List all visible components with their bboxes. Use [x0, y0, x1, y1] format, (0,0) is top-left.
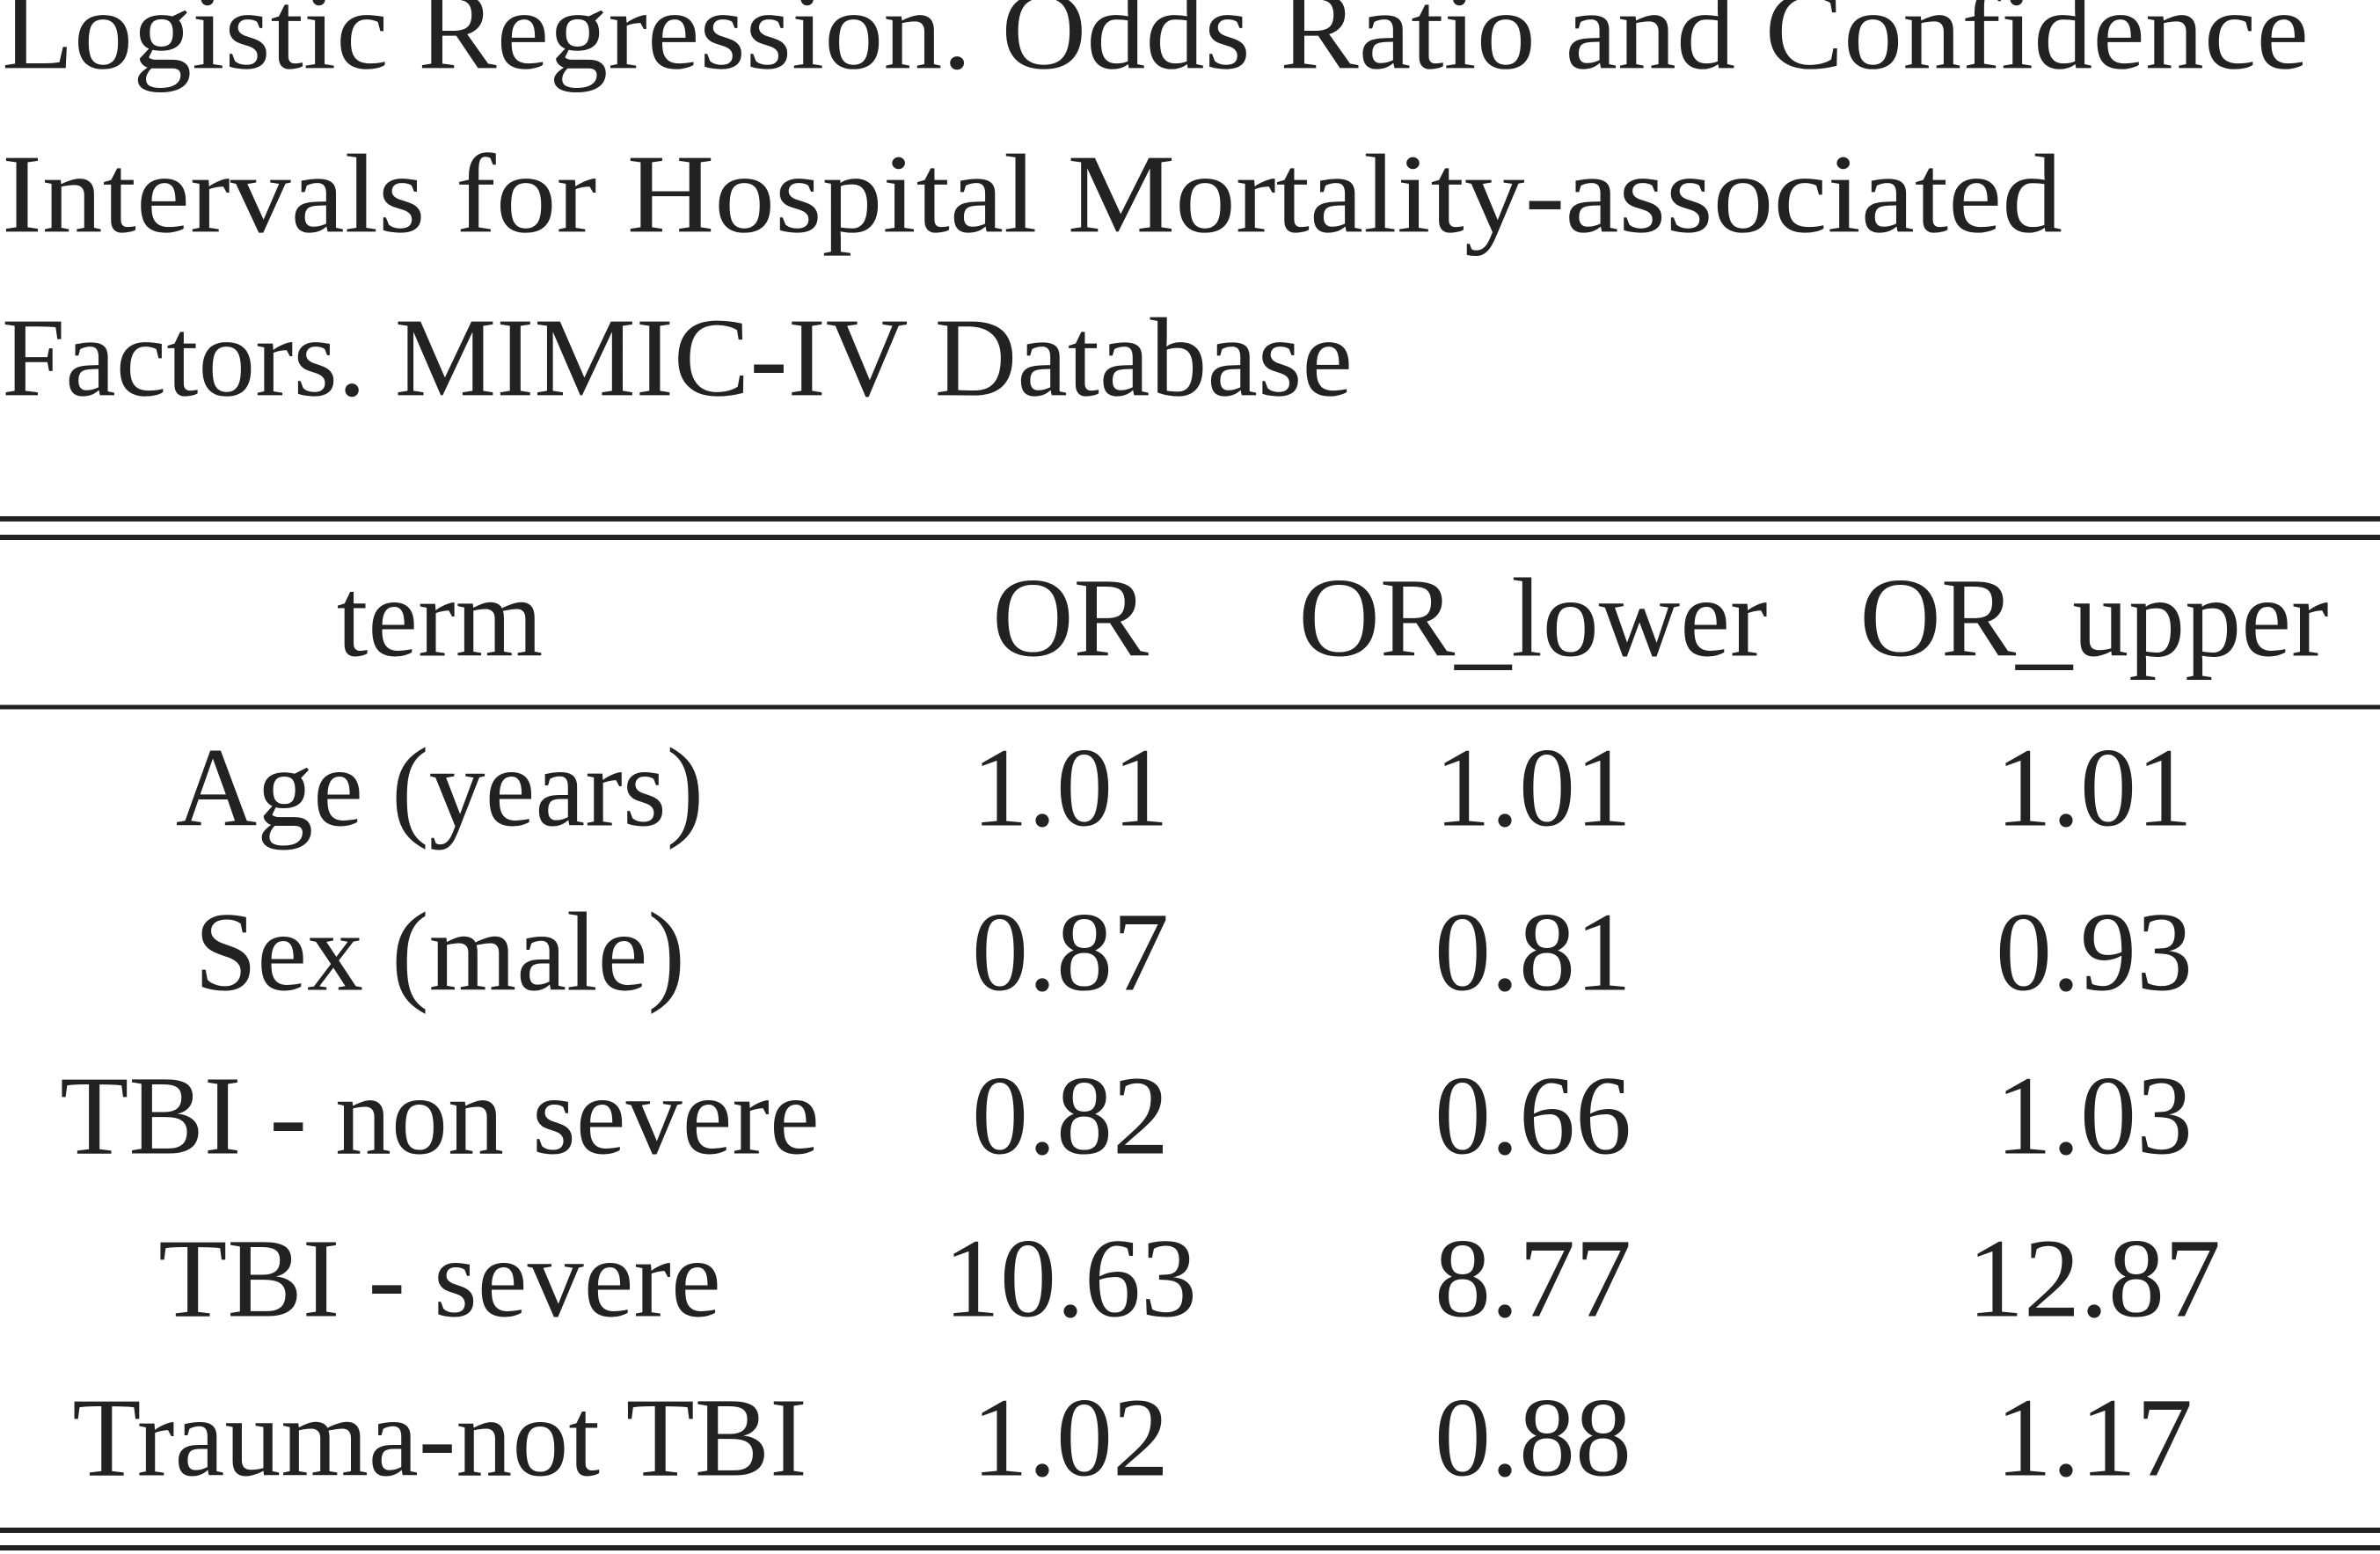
row-label: TBI - non severe [60, 1053, 820, 1178]
row-label: Age (years) [176, 725, 705, 850]
cell: 1.03 [1996, 1053, 2193, 1178]
cell: 1.01 [1996, 725, 2193, 850]
column-header: OR [992, 555, 1149, 680]
cell: 0.81 [1435, 889, 1632, 1014]
row-label: TBI - severe [158, 1215, 721, 1340]
row-label: Trauma-not TBI [72, 1375, 807, 1499]
cell: 0.66 [1435, 1053, 1632, 1178]
cell: 0.93 [1996, 889, 2193, 1014]
cell: 0.82 [972, 1053, 1169, 1178]
cell: 0.88 [1435, 1375, 1632, 1499]
title-line: Factors. MIMIC-IV Database [2, 295, 1353, 420]
cell: 8.77 [1435, 1215, 1632, 1340]
row-label: Sex (male) [194, 889, 685, 1014]
cell: 0.87 [972, 889, 1169, 1014]
title-line: Logistic Regression. Odds Ratio and Conf… [2, 0, 2309, 92]
column-header: OR_lower [1298, 555, 1767, 680]
cell: 1.01 [1435, 725, 1632, 850]
cell: 10.63 [944, 1215, 1197, 1340]
cell: 1.01 [972, 725, 1169, 850]
cell: 12.87 [1968, 1215, 2221, 1340]
title-line: Intervals for Hospital Mortality-associa… [2, 131, 2062, 256]
column-header: term [337, 555, 544, 680]
cell: 1.02 [972, 1375, 1169, 1499]
cell: 1.17 [1996, 1375, 2193, 1499]
column-header: OR_upper [1859, 555, 2328, 680]
